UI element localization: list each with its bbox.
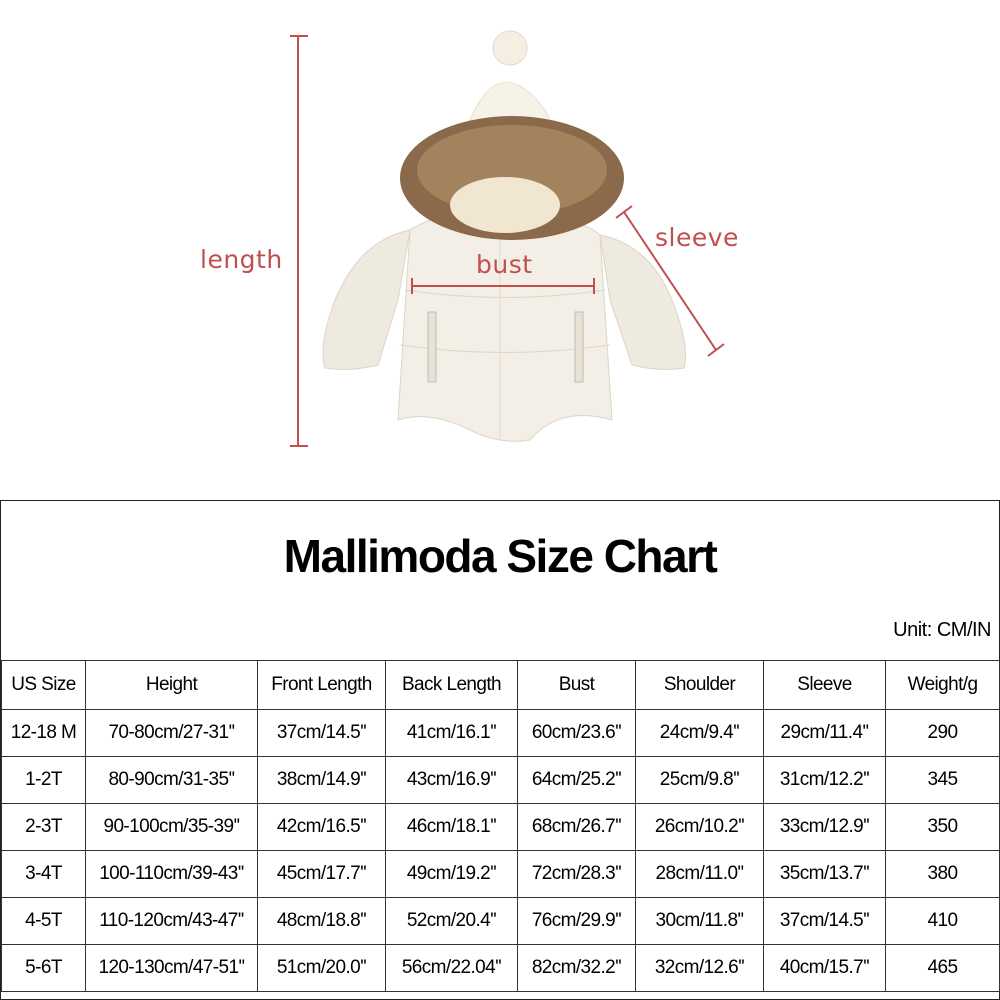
- table-cell: 45cm/17.7'': [257, 850, 386, 898]
- table-cell: 410: [885, 897, 1000, 945]
- length-label: length: [200, 245, 283, 274]
- table-cell: 46cm/18.1'': [385, 803, 518, 851]
- table-cell: 290: [885, 709, 1000, 757]
- table-cell: 32cm/12.6'': [635, 944, 764, 992]
- table-cell: 100-110cm/39-43'': [85, 850, 258, 898]
- table-cell: 380: [885, 850, 1000, 898]
- table-row: 5-6T 120-130cm/47-51'' 51cm/20.0'' 56cm/22.…: [1, 944, 1000, 992]
- header-row: US Size Height Front Length Back Length Bust…: [1, 660, 1000, 710]
- table-cell: 90-100cm/35-39'': [85, 803, 258, 851]
- table-cell: 43cm/16.9'': [385, 756, 518, 804]
- table-cell: 38cm/14.9'': [257, 756, 386, 804]
- table-cell: 49cm/19.2'': [385, 850, 518, 898]
- table-row: 2-3T 90-100cm/35-39'' 42cm/16.5'' 46cm/18.1…: [1, 803, 1000, 851]
- table-cell: 68cm/26.7'': [517, 803, 636, 851]
- table-cell: 70-80cm/27-31'': [85, 709, 258, 757]
- table-cell: 51cm/20.0'': [257, 944, 386, 992]
- table-cell: 2-3T: [1, 803, 86, 851]
- table-cell: 110-120cm/43-47'': [85, 897, 258, 945]
- jacket-image: [290, 30, 725, 447]
- table-cell: 80-90cm/31-35'': [85, 756, 258, 804]
- table-cell: 48cm/18.8'': [257, 897, 386, 945]
- sleeve-label: sleeve: [655, 223, 739, 252]
- table-cell: 465: [885, 944, 1000, 992]
- table-cell: 76cm/29.9'': [517, 897, 636, 945]
- table-cell: 12-18 M: [1, 709, 86, 757]
- table-cell: 82cm/32.2'': [517, 944, 636, 992]
- unit-label: Unit: CM/IN: [893, 619, 991, 641]
- table-cell: 31cm/12.2'': [763, 756, 886, 804]
- column-header: Shoulder: [635, 660, 764, 710]
- size-chart: Mallimoda Size Chart Unit: CM/IN US Size…: [0, 500, 1000, 1000]
- table-cell: 345: [885, 756, 1000, 804]
- column-header: Height: [85, 660, 258, 710]
- table-cell: 37cm/14.5'': [763, 897, 886, 945]
- jacket-illustration: length bust sleeve: [200, 30, 739, 447]
- table-cell: 37cm/14.5'': [257, 709, 386, 757]
- table-cell: 30cm/11.8'': [635, 897, 764, 945]
- table-cell: 40cm/15.7'': [763, 944, 886, 992]
- table-cell: 3-4T: [1, 850, 86, 898]
- table-cell: 41cm/16.1'': [385, 709, 518, 757]
- column-header: US Size: [1, 660, 86, 710]
- table-row: 12-18 M 70-80cm/27-31'' 37cm/14.5'' 41cm/16…: [1, 709, 1000, 757]
- table-cell: 1-2T: [1, 756, 86, 804]
- column-header: Front Length: [257, 660, 386, 710]
- size-table: US Size Height Front Length Back Length Bust…: [1, 660, 1000, 992]
- table-cell: 29cm/11.4'': [763, 709, 886, 757]
- table-cell: 5-6T: [1, 944, 86, 992]
- table-row: 3-4T 100-110cm/39-43'' 45cm/17.7'' 49cm/19.…: [1, 850, 1000, 898]
- bust-label: bust: [476, 250, 533, 279]
- column-header: Weight/g: [885, 660, 1000, 710]
- table-cell: 72cm/28.3'': [517, 850, 636, 898]
- table-cell: 120-130cm/47-51'': [85, 944, 258, 992]
- column-header: Sleeve: [763, 660, 886, 710]
- table-row: 4-5T 110-120cm/43-47'' 48cm/18.8'' 52cm/20.…: [1, 897, 1000, 945]
- table-cell: 64cm/25.2'': [517, 756, 636, 804]
- table-cell: 42cm/16.5'': [257, 803, 386, 851]
- table-cell: 4-5T: [1, 897, 86, 945]
- table-cell: 25cm/9.8'': [635, 756, 764, 804]
- table-cell: 52cm/20.4'': [385, 897, 518, 945]
- table-cell: 56cm/22.04'': [385, 944, 518, 992]
- table-cell: 28cm/11.0'': [635, 850, 764, 898]
- table-cell: 350: [885, 803, 1000, 851]
- table-cell: 26cm/10.2'': [635, 803, 764, 851]
- table-cell: 35cm/13.7'': [763, 850, 886, 898]
- table-cell: 33cm/12.9'': [763, 803, 886, 851]
- table-cell: 24cm/9.4'': [635, 709, 764, 757]
- table-row: 1-2T 80-90cm/31-35'' 38cm/14.9'' 43cm/16.9'…: [1, 756, 1000, 804]
- table-cell: 60cm/23.6'': [517, 709, 636, 757]
- column-header: Bust: [517, 660, 636, 710]
- size-chart-title: Mallimoda Size Chart: [283, 530, 718, 582]
- column-header: Back Length: [385, 660, 518, 710]
